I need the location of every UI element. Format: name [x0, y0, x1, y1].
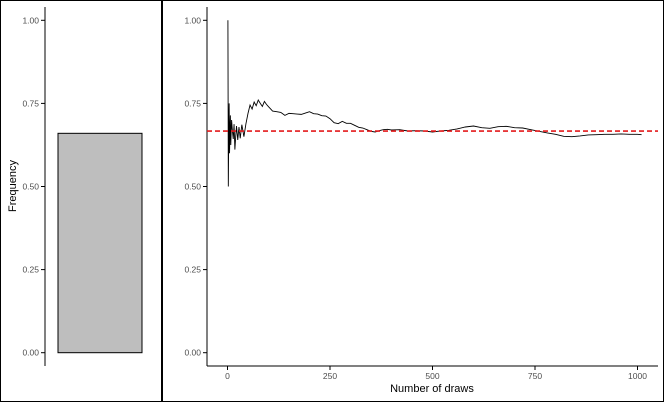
- y-tick-label: 0.50: [184, 182, 201, 192]
- x-axis-title: Number of draws: [390, 383, 474, 395]
- y-tick-label: 0.00: [184, 348, 201, 358]
- y-ticks: 0.00 0.25 0.50 0.75 1.00: [22, 15, 45, 358]
- y-tick-label: 0.75: [184, 98, 201, 108]
- y-axis-title: Frequency: [7, 160, 19, 212]
- x-tick-label: 0: [225, 371, 230, 381]
- x-tick-label: 250: [323, 371, 337, 381]
- y-tick-label: 0.50: [22, 182, 39, 192]
- convergence-line-panel: 0.00 0.25 0.50 0.75 1.00 0 250 500 750 1000 Numb…: [184, 7, 658, 395]
- x-tick-label: 500: [425, 371, 439, 381]
- frequency-bar-panel: Frequency 0.00 0.25 0.50 0.75 1.00: [7, 7, 143, 366]
- y-tick-label: 1.00: [22, 15, 39, 25]
- y-tick-label: 0.00: [22, 348, 39, 358]
- y-tick-label: 0.25: [22, 265, 39, 275]
- x-tick-label: 1000: [628, 371, 647, 381]
- bars: [57, 132, 143, 354]
- y-tick-label: 1.00: [184, 15, 201, 25]
- frequency-bar: [57, 132, 143, 354]
- y-tick-label: 0.75: [22, 98, 39, 108]
- y-tick-label: 0.25: [184, 265, 201, 275]
- y-ticks: 0.00 0.25 0.50 0.75 1.00: [184, 15, 207, 358]
- series-line: [227, 20, 642, 187]
- x-tick-label: 750: [528, 371, 542, 381]
- x-ticks: 0 250 500 750 1000: [225, 366, 647, 381]
